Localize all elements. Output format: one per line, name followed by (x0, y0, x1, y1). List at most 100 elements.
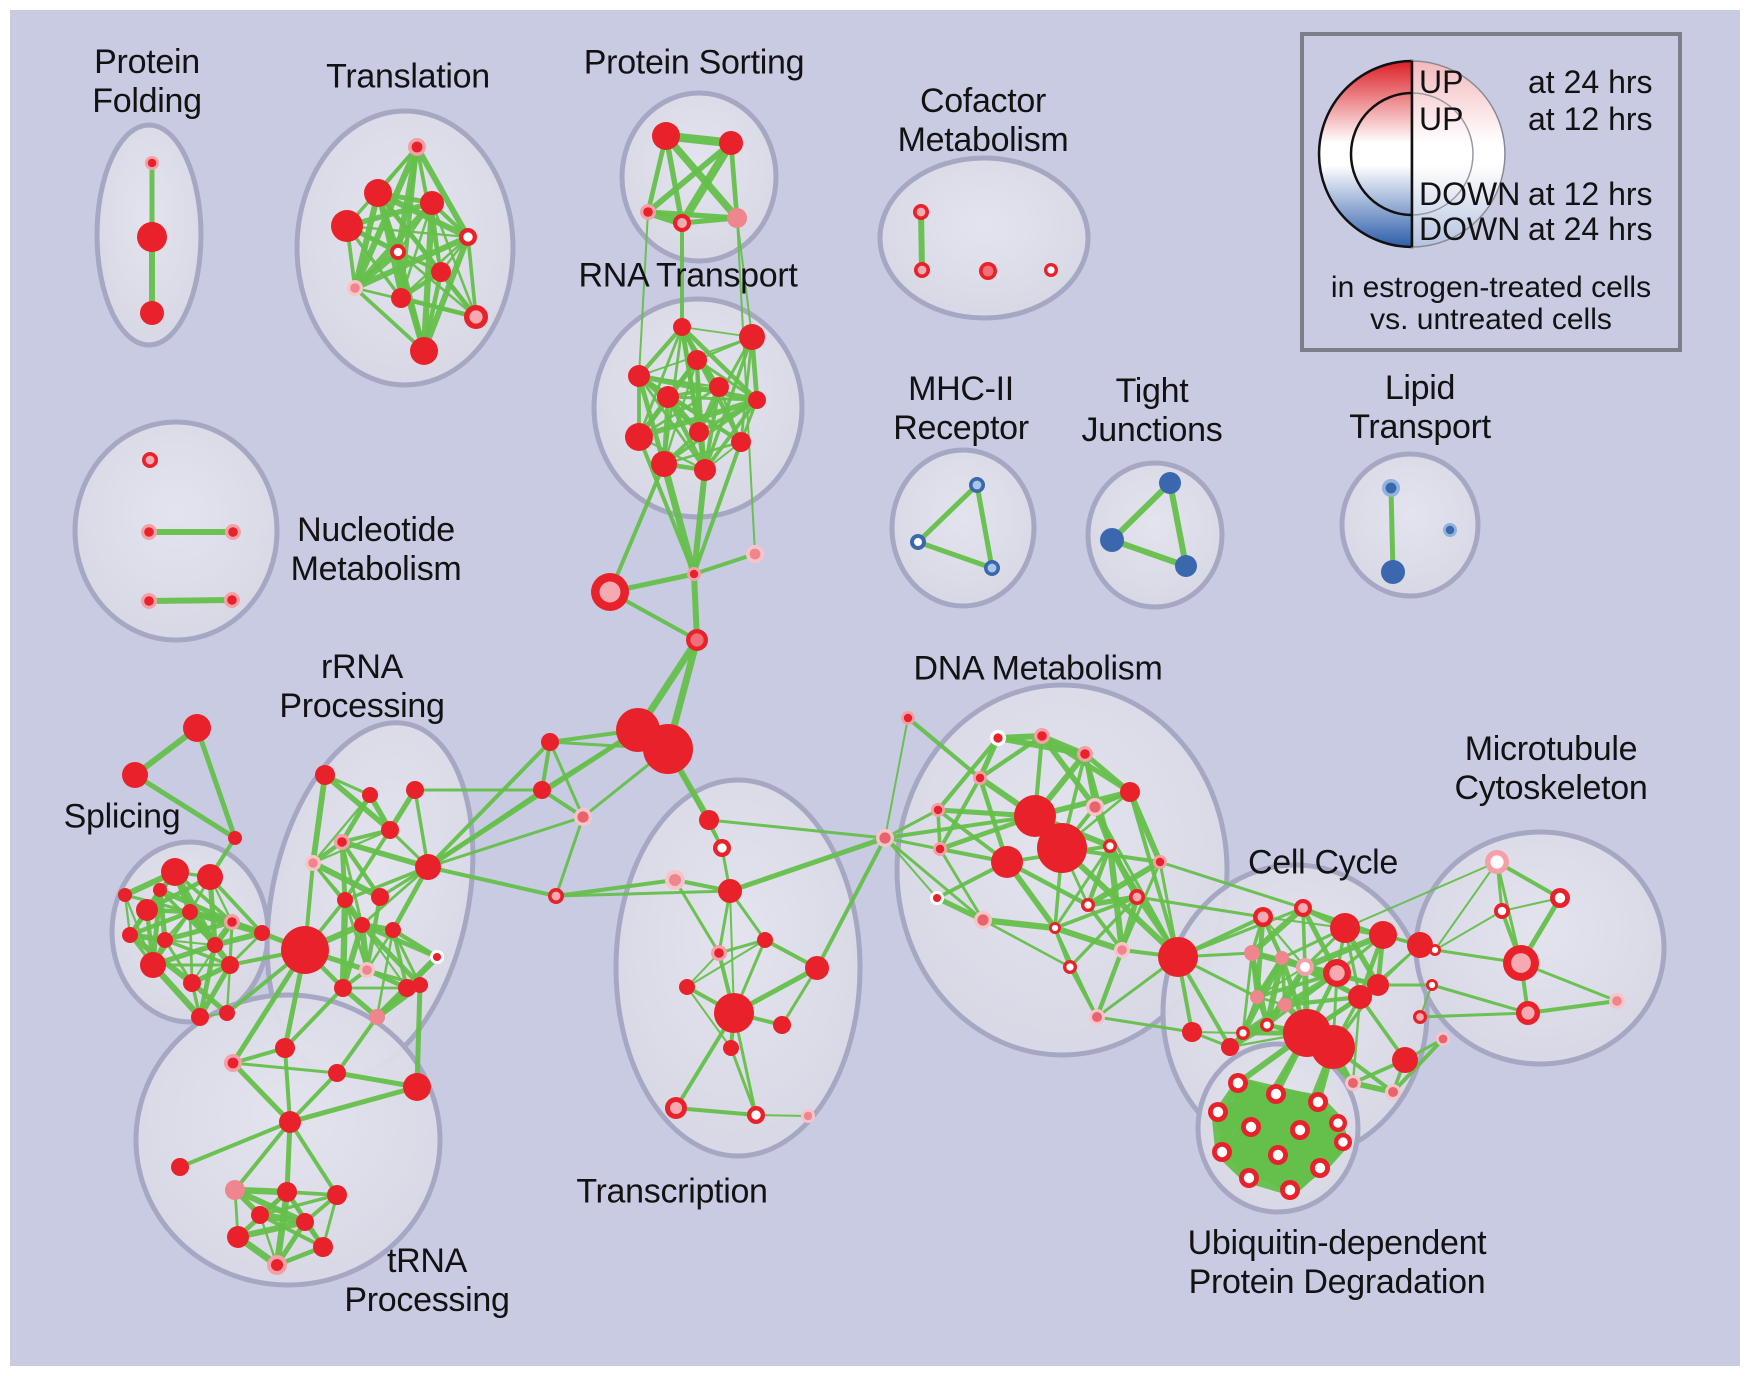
network-node (709, 377, 729, 397)
network-node (574, 808, 592, 826)
network-edge (1085, 843, 1113, 908)
network-node (430, 950, 444, 964)
network-edge (905, 715, 983, 781)
network-edge (662, 398, 759, 466)
network-edge (390, 927, 440, 960)
network-edge (1068, 895, 1139, 969)
network-node (1550, 888, 1570, 908)
network-node (984, 560, 1000, 576)
network-edge (360, 865, 430, 927)
network-node (315, 765, 335, 785)
network-node (122, 762, 148, 788)
network-node (1443, 523, 1457, 537)
cluster-label-ubiquitin-degradation: Ubiquitin-dependent Protein Degradation (1187, 1223, 1487, 1301)
network-node (739, 324, 765, 350)
legend-direction: DOWN (1419, 211, 1521, 247)
network-node (224, 592, 240, 608)
network-edge (426, 815, 585, 869)
network-edge (1434, 861, 1498, 951)
network-edge (391, 928, 409, 990)
network-edge (162, 919, 235, 943)
network-edge (351, 189, 382, 292)
network-node (157, 932, 173, 948)
network-node (1280, 1180, 1300, 1200)
network-node (398, 979, 416, 997)
network-edge (1265, 971, 1339, 1027)
legend-direction: DOWN (1419, 176, 1521, 212)
network-node (334, 979, 352, 997)
network-edge (727, 835, 888, 894)
network-edge (1176, 906, 1305, 959)
network-node (385, 922, 401, 938)
network-node (713, 839, 731, 857)
network-node (625, 423, 653, 451)
network-node (969, 477, 985, 493)
network-edge (413, 788, 430, 869)
network-edge (1526, 999, 1619, 1015)
network-edge (1158, 860, 1305, 910)
network-edge (283, 1046, 292, 1124)
network-node (1369, 921, 1397, 949)
network-node (1089, 1009, 1105, 1025)
network-node (347, 280, 363, 296)
network-edge (736, 217, 756, 555)
network-edge (1053, 895, 1139, 930)
network-node (122, 927, 138, 943)
cluster-label-mhc-ii-receptor: MHC-II Receptor (893, 369, 1029, 447)
network-edge (636, 397, 760, 440)
network-node (228, 831, 242, 845)
network-node (979, 262, 997, 280)
network-edge (1249, 950, 1270, 1028)
network-node (1049, 922, 1061, 934)
network-node (1367, 974, 1389, 996)
network-node (431, 262, 451, 282)
network-node (207, 937, 223, 953)
network-edge (233, 1120, 292, 1192)
network-node (914, 262, 930, 278)
network-node (1382, 479, 1400, 497)
network-node (142, 452, 158, 468)
cluster-label-protein-sorting: Protein Sorting (583, 43, 805, 82)
network-node (1407, 932, 1433, 958)
network-node (1239, 1168, 1259, 1188)
network-node (689, 422, 709, 442)
network-node (354, 917, 370, 933)
network-edge (258, 1213, 325, 1249)
network-node (714, 993, 754, 1033)
network-edge (359, 922, 423, 988)
network-node (331, 210, 363, 242)
network-node (1436, 1032, 1450, 1046)
network-node (973, 771, 987, 785)
network-node (1609, 993, 1625, 1009)
network-edge (1095, 1015, 1194, 1034)
network-node (1266, 1084, 1286, 1104)
network-edge (679, 324, 760, 403)
network-edge (884, 717, 909, 839)
cluster-label-rna-transport: RNA Transport (578, 256, 798, 295)
network-edge (686, 986, 732, 1049)
network-edge (1068, 965, 1099, 1019)
network-node (731, 432, 751, 452)
network-node (182, 904, 198, 920)
network-edge (339, 792, 373, 845)
network-node (1158, 937, 1198, 977)
network-node (281, 926, 329, 974)
network-node (1385, 1084, 1401, 1100)
network-edge (554, 889, 732, 898)
network-node (1278, 998, 1292, 1012)
network-edge (343, 865, 430, 902)
network-node (334, 834, 350, 850)
cluster-label-splicing: Splicing (63, 797, 181, 836)
network-edge (353, 286, 426, 353)
network-node (1329, 1114, 1347, 1132)
network-edge (979, 916, 1059, 932)
network-edge (1255, 965, 1307, 999)
node-layer (118, 122, 1625, 1275)
network-node (1296, 958, 1314, 976)
network-edge (883, 836, 942, 851)
network-edge (1301, 906, 1307, 969)
network-node (1426, 979, 1438, 991)
network-node (364, 179, 392, 207)
network-edge (414, 144, 471, 240)
